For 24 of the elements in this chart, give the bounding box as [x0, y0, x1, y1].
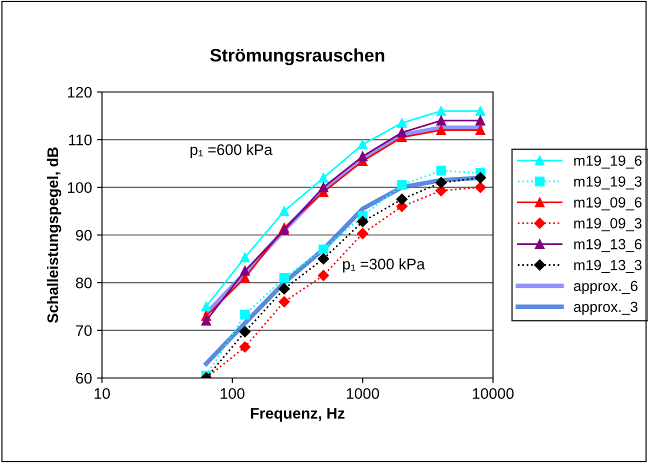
x-tick-label: 100: [220, 388, 244, 399]
annotation: p₁ =600 kPa: [190, 144, 272, 158]
x-tick-label: 10: [94, 388, 110, 399]
legend-label: m19_09_3: [574, 218, 642, 232]
legend-label: m19_09_6: [574, 197, 642, 210]
legend-label: m19_13_3: [574, 260, 642, 273]
legend-label: approx._3: [574, 302, 638, 315]
x-tick-label: 10000: [472, 388, 514, 399]
y-tick-label: 120: [68, 86, 92, 98]
y-tick-label: 110: [69, 134, 92, 146]
y-tick-label: 90: [76, 230, 92, 241]
legend-label: m19_13_6: [574, 239, 642, 252]
x-tick-label: 1000: [346, 388, 380, 399]
y-tick-label: 60: [76, 372, 92, 384]
legend-label: approx._6: [574, 280, 638, 294]
chart-title: Strömungsrauschen: [210, 48, 384, 66]
y-tick-label: 70: [76, 325, 92, 336]
y-axis-title: Schalleistungspegel, dB: [46, 147, 62, 323]
x-axis-title: Frequenz, Hz: [250, 408, 344, 422]
y-tick-label: 80: [76, 278, 92, 288]
annotation: p₁ =300 kPa: [343, 258, 425, 272]
y-tick-label: 100: [68, 182, 92, 194]
legend-label: m19_19_6: [574, 155, 642, 169]
legend-label: m19_19_3: [574, 176, 642, 190]
